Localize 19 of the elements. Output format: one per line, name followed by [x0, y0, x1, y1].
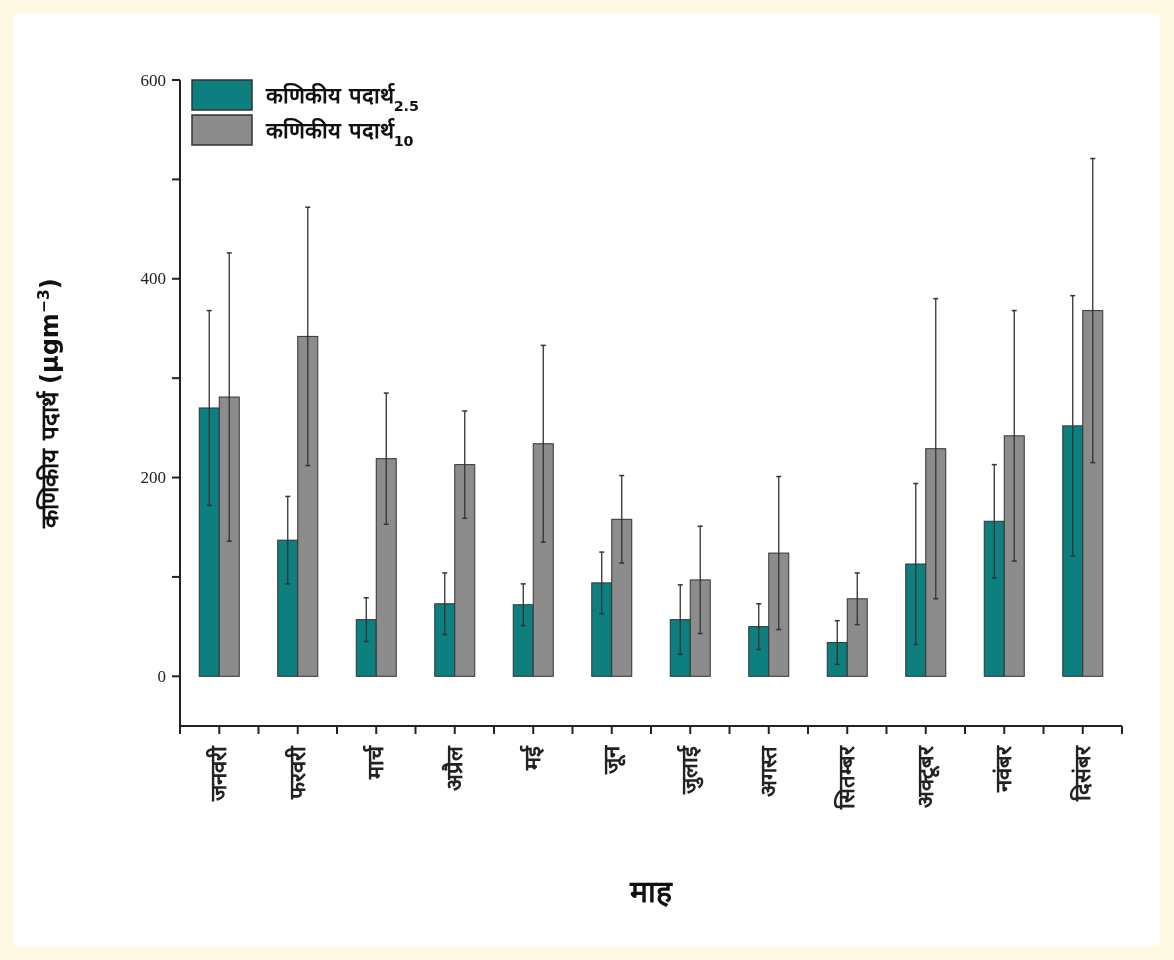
x-axis-title: माह	[629, 874, 673, 909]
y-tick-label: 400	[140, 269, 166, 289]
x-tick-label: मार्च	[362, 745, 389, 780]
x-tick-label: सितम्बर	[833, 745, 860, 810]
x-tick-label: मई	[519, 745, 546, 771]
x-tick-label: जुलाई	[676, 745, 705, 795]
x-tick-label: नवंबर	[991, 745, 1017, 793]
x-tick-label: दिसंबर	[1068, 745, 1095, 802]
x-tick-label: अक्टूबर	[912, 745, 940, 808]
y-tick-label: 0	[157, 666, 166, 686]
x-tick-label: जून	[598, 745, 626, 775]
x-tick-label: फरवरी	[283, 745, 310, 800]
y-tick-label: 600	[140, 70, 166, 90]
legend-label: कणिकीय पदार्थ$_{10}$	[265, 117, 414, 149]
x-tick-label: जनवरी	[205, 745, 232, 802]
y-tick-label: 200	[140, 468, 166, 488]
x-tick-label: अगस्त	[755, 745, 781, 797]
legend-label: कणिकीय पदार्थ$_{2.5}$	[265, 82, 419, 114]
x-tick-label: अप्रैल	[440, 745, 467, 791]
